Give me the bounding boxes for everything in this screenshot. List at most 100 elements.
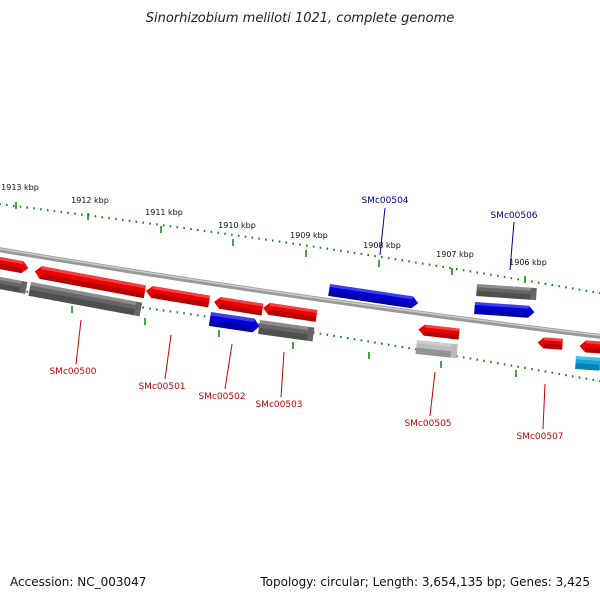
gene-label-smc00500: SMc00500: [49, 367, 96, 377]
gene-smc00503: [263, 302, 318, 322]
gene-smc00507: [537, 337, 563, 350]
gene-gray-503-shade: [258, 327, 308, 341]
gene-smc00500-body: [34, 266, 147, 299]
gene-label-smc00503: SMc00503: [255, 400, 302, 410]
gene-smc00500: [34, 266, 147, 299]
gene-smc00508-gloss: [585, 340, 600, 346]
gene-lightgray-505-gloss: [416, 340, 452, 348]
gene-smc00501-gloss: [152, 285, 211, 299]
gene-smc00504-gloss: [329, 284, 414, 300]
gene-blue-502-shade: [208, 319, 254, 333]
gene-gray-1-gloss: [0, 276, 22, 284]
kbp-label: 1912 kbp: [71, 196, 109, 205]
gene-lightgray-505-shade: [415, 347, 452, 358]
genes: [0, 256, 600, 371]
gene-smc00506-shade: [474, 308, 529, 318]
genome-summary-text: Topology: circular; Length: 3,654,135 bp…: [259, 575, 590, 589]
gene-blue-502-gloss: [210, 312, 255, 322]
gene-smc00503-shade: [268, 309, 317, 322]
gene-gray-2-gloss: [30, 282, 137, 305]
gene-gray-2-shade: [28, 289, 135, 316]
gene-gray-2-body: [28, 282, 143, 317]
gene-smc00506-a-shade: [476, 290, 531, 300]
gene-smc00505: [418, 324, 460, 340]
gene-gray-2: [28, 282, 143, 317]
gene-leader-line: [280, 351, 285, 398]
gene-gray-1-body: [0, 276, 28, 294]
gene-smc00501-body: [146, 285, 211, 308]
kbp-label: 1908 kbp: [363, 241, 401, 250]
gene-label-smc00506: SMc00506: [490, 211, 537, 221]
gene-gray-503-body: [258, 320, 315, 342]
accession-text: Accession: NC_003047: [10, 575, 146, 589]
gene-smc00507-body: [537, 337, 563, 350]
gene-leader-line: [75, 319, 82, 365]
gene-leader-line: [379, 207, 386, 256]
gene-label-smc00502: SMc00502: [198, 392, 245, 402]
gene-leader-line: [429, 371, 436, 417]
gene-smc00500-shade: [39, 273, 145, 299]
gene-gray-503-gloss: [259, 320, 309, 331]
gene-smc00508-body: [579, 340, 600, 355]
gene-smc00503-gloss: [269, 302, 318, 313]
gene-smc00506-gloss: [474, 302, 529, 309]
gene-smc00505-shade: [423, 330, 460, 340]
gene-gray-503: [258, 320, 315, 342]
kbp-label: 1906 kbp: [509, 258, 547, 267]
gene-label-smc00504: SMc00504: [361, 196, 408, 206]
gene-smc00502: [214, 296, 264, 316]
map-title: Sinorhizobium meliloti 1021, complete ge…: [146, 11, 455, 26]
backbone: [0, 247, 600, 339]
gene-leader-line: [542, 383, 546, 430]
gene-smc00506-body: [474, 302, 535, 318]
gene-blue-502-body: [208, 312, 260, 333]
gene-smc00500-gloss: [41, 266, 147, 289]
gene-smc00506-a-body: [476, 284, 537, 301]
gene-smc00505-gloss: [424, 324, 460, 332]
kbp-label: 1909 kbp: [290, 231, 328, 240]
gene-smc00505-body: [418, 324, 460, 340]
gene-smc00502-shade: [219, 303, 263, 316]
kbp-label: 1911 kbp: [145, 208, 183, 217]
gene-label-smc00505: SMc00505: [404, 419, 451, 429]
gene-gray-1: [0, 276, 28, 294]
gene-smc00502-body: [214, 296, 264, 316]
gene-cyan-508-body: [575, 356, 600, 371]
gene-cyan-508: [575, 356, 600, 371]
gene-smc00503-body: [263, 302, 318, 322]
kbp-label: 1910 kbp: [218, 221, 256, 230]
gene-smc00508: [579, 340, 600, 355]
gene-smc00506-a-gloss: [476, 284, 531, 291]
gene-smc00507-gloss: [543, 337, 563, 342]
kbp-label: 1913 kbp: [1, 183, 39, 192]
gene-leader-line: [164, 334, 172, 380]
gene-smc00506: [474, 302, 535, 318]
gene-smc00501-shade: [150, 292, 210, 308]
backbone-highlight: [0, 248, 600, 337]
gene-blue-502: [208, 312, 260, 333]
gene-smc00502-gloss: [220, 296, 264, 307]
backbone-line: [0, 247, 600, 339]
gene-lightgray-505-body: [415, 340, 458, 359]
kbp-label: 1907 kbp: [436, 250, 474, 259]
gene-lightgray-505: [415, 340, 458, 359]
gene-smc00504-shade: [328, 290, 413, 309]
gene-smc00507-shade: [543, 343, 563, 350]
gene-label-smc00507: SMc00507: [516, 432, 563, 442]
gene-smc00506-a: [476, 284, 537, 301]
gene-label-smc00501: SMc00501: [138, 382, 185, 392]
gene-smc00501: [146, 285, 211, 308]
gene-cyan-508-shade: [575, 363, 600, 371]
gene-gray-1-shade: [0, 282, 21, 293]
gene-labels: SMc00500 SMc00501 SMc00502 SMc00503 SMc00504…: [49, 196, 563, 442]
gene-leader-line: [224, 343, 233, 390]
gene-smc00504: [328, 284, 419, 309]
gene-leader-line: [509, 221, 515, 271]
gene-cyan-508-gloss: [575, 356, 600, 361]
gene-smc00504-body: [328, 284, 419, 309]
gene-smc00499-gloss: [0, 256, 24, 265]
gene-smc00499: [0, 256, 29, 274]
gene-smc00508-shade: [585, 347, 600, 355]
gene-smc00499-shade: [0, 262, 23, 274]
